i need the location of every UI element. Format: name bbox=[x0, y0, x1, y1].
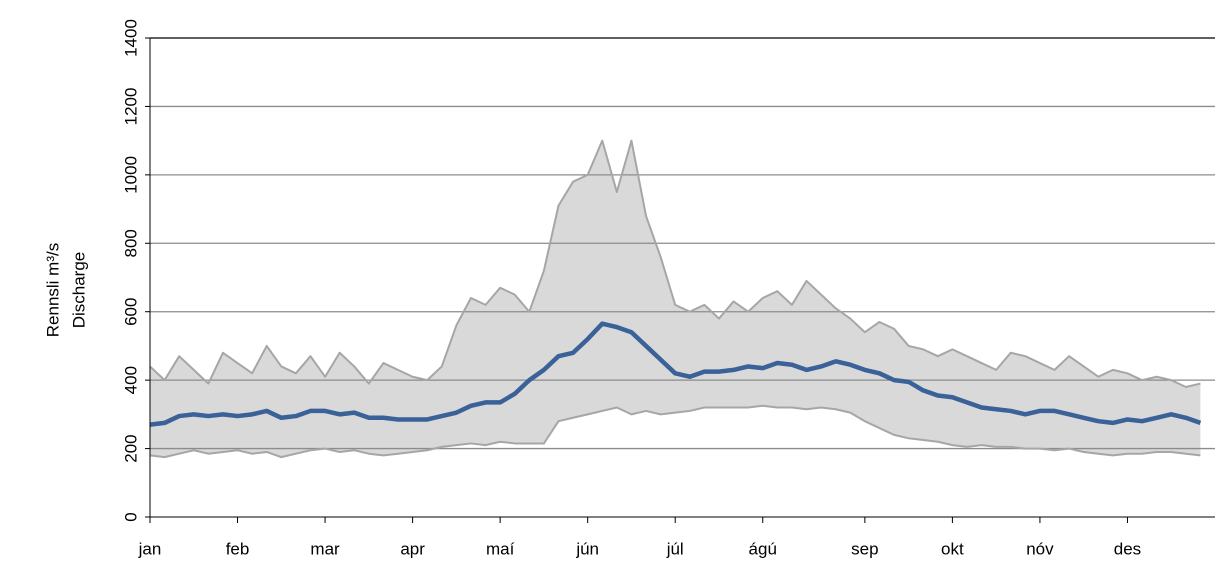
series-line bbox=[149, 139, 1201, 388]
range-band bbox=[150, 140, 1201, 458]
x-tick-label: nóv bbox=[1026, 539, 1054, 558]
y-tick-label: 400 bbox=[121, 366, 140, 394]
series-line bbox=[149, 321, 1202, 427]
x-tick-label: okt bbox=[941, 539, 964, 558]
x-tick-label: ágú bbox=[749, 539, 777, 558]
y-tick-label: 1200 bbox=[121, 88, 140, 126]
y-tick-label: 800 bbox=[121, 229, 140, 257]
x-tick-label: apr bbox=[400, 539, 425, 558]
y-tick-label: 1400 bbox=[121, 19, 140, 57]
y-tick-label: 1000 bbox=[121, 156, 140, 194]
y-tick-label: 200 bbox=[121, 434, 140, 462]
x-tick-label: des bbox=[1114, 539, 1141, 558]
y-tick-label: 0 bbox=[121, 512, 140, 521]
x-tick-label: mar bbox=[310, 539, 340, 558]
y-axis-label: Rennsli m³/s bbox=[43, 243, 62, 337]
series-line bbox=[149, 404, 1201, 459]
x-tick-label: júl bbox=[666, 539, 684, 558]
y-tick-label: 600 bbox=[121, 298, 140, 326]
x-tick-label: jún bbox=[575, 539, 599, 558]
x-tick-label: jan bbox=[138, 539, 162, 558]
y-axis-label: Discharge bbox=[69, 252, 88, 329]
x-tick-label: sep bbox=[851, 539, 878, 558]
x-tick-label: maí bbox=[486, 539, 515, 558]
x-tick-label: feb bbox=[226, 539, 250, 558]
